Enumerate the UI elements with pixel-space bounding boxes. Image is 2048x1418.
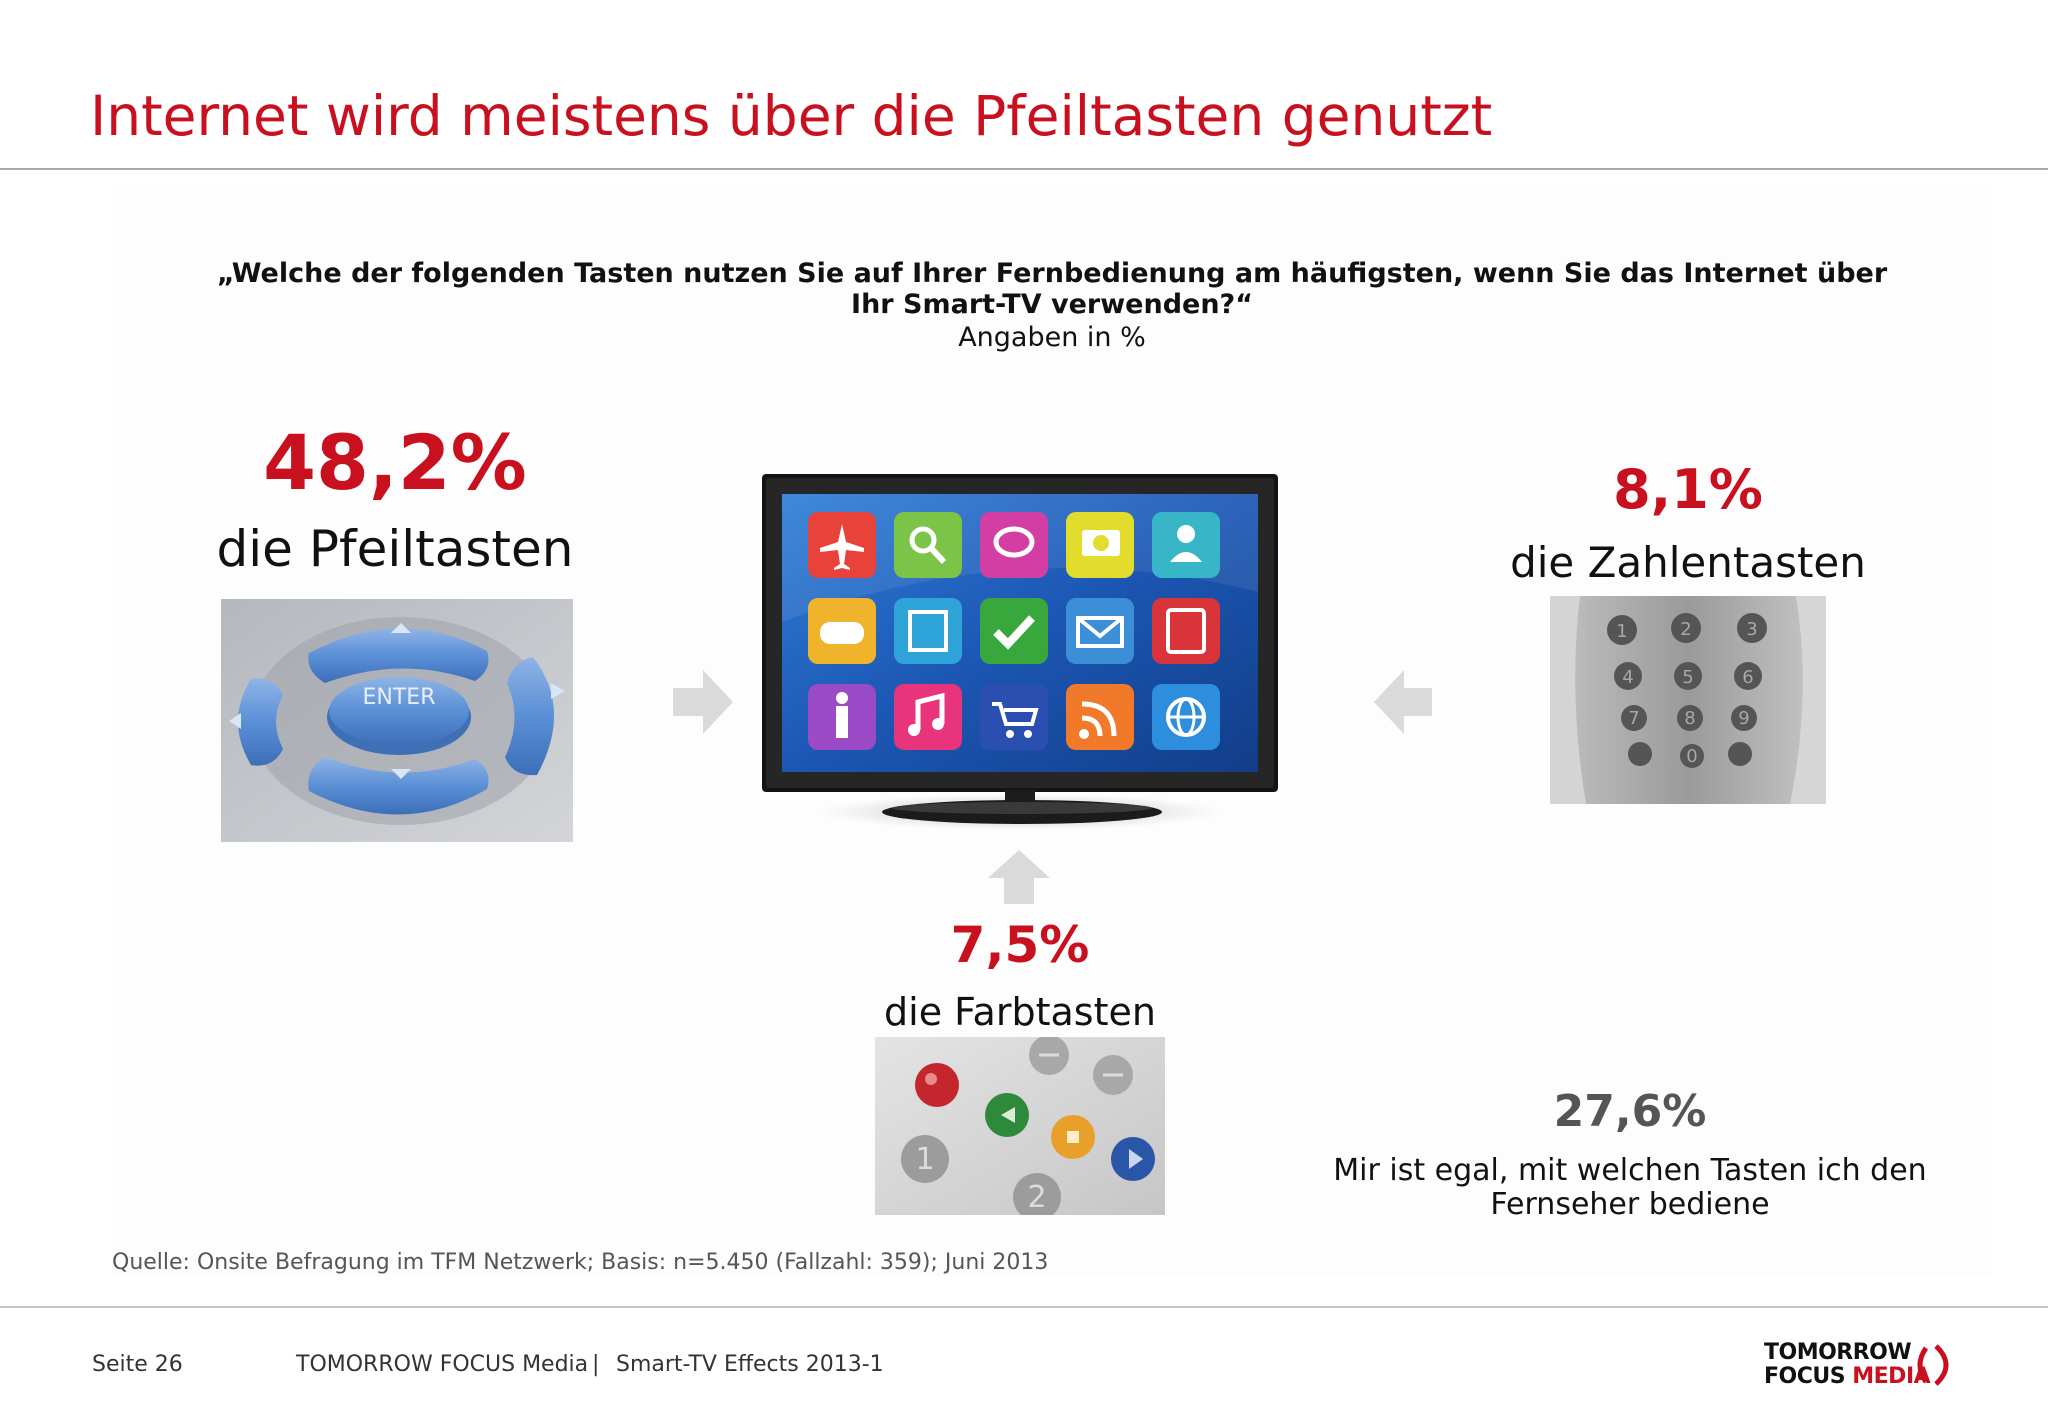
page-title: Internet wird meistens über die Pfeiltas… [90, 84, 1493, 148]
logo-media: MEDIA [1852, 1364, 1931, 1389]
logo-bracket-icon [1917, 1344, 1949, 1386]
svg-text:7: 7 [1628, 708, 1639, 729]
svg-text:6: 6 [1742, 667, 1753, 688]
survey-subtitle: Angaben in % [958, 322, 1146, 353]
number-keys-photo: 1 2 3 4 5 6 7 8 9 0 [1550, 596, 1826, 804]
arrow-right-icon [673, 670, 733, 734]
egal-value: 27,6% [1553, 1086, 1707, 1137]
arrow-up-icon [988, 850, 1050, 904]
zahlentasten-label: die Zahlentasten [1510, 538, 1866, 587]
farbtasten-value: 7,5% [950, 916, 1090, 974]
svg-text:0: 0 [1686, 746, 1697, 767]
svg-text:5: 5 [1682, 667, 1693, 688]
svg-text:3: 3 [1746, 619, 1757, 640]
logo-focus: FOCUS [1764, 1364, 1846, 1389]
footer-divider [0, 1306, 2048, 1308]
svg-text:2: 2 [1027, 1180, 1046, 1215]
farbtasten-label: die Farbtasten [884, 990, 1156, 1034]
footer-separator: | [592, 1352, 600, 1377]
svg-text:2: 2 [1680, 619, 1691, 640]
title-divider [0, 168, 2048, 170]
page-number: Seite 26 [92, 1352, 183, 1377]
pfeiltasten-label: die Pfeiltasten [216, 520, 574, 578]
arrow-keys-photo: ENTER [221, 599, 573, 842]
svg-text:9: 9 [1738, 708, 1749, 729]
footer-company: TOMORROW FOCUS Media [296, 1352, 589, 1377]
enter-key-label: ENTER [363, 685, 436, 710]
svg-text:8: 8 [1684, 708, 1695, 729]
source-note: Quelle: Onsite Befragung im TFM Netzwerk… [112, 1250, 1049, 1275]
egal-label: Mir ist egal, mit welchen Tasten ich den… [1333, 1153, 1927, 1222]
pfeiltasten-value: 48,2% [263, 418, 527, 507]
svg-text:1: 1 [915, 1142, 934, 1177]
svg-text:4: 4 [1622, 667, 1633, 688]
logo-line1: TOMORROW [1764, 1340, 1912, 1365]
color-keys-photo: 1 2 [875, 1037, 1165, 1215]
arrow-left-icon [1374, 670, 1432, 734]
smart-tv-image [760, 472, 1280, 834]
footer-report: Smart-TV Effects 2013-1 [616, 1352, 884, 1377]
survey-question: „Welche der folgenden Tasten nutzen Sie … [216, 258, 1888, 320]
logo-line2: FOCUS MEDIA [1764, 1364, 1931, 1389]
tomorrow-focus-media-logo: TOMORROW FOCUS MEDIA [1764, 1340, 1964, 1392]
zahlentasten-value: 8,1% [1613, 458, 1763, 521]
svg-text:1: 1 [1616, 621, 1627, 642]
